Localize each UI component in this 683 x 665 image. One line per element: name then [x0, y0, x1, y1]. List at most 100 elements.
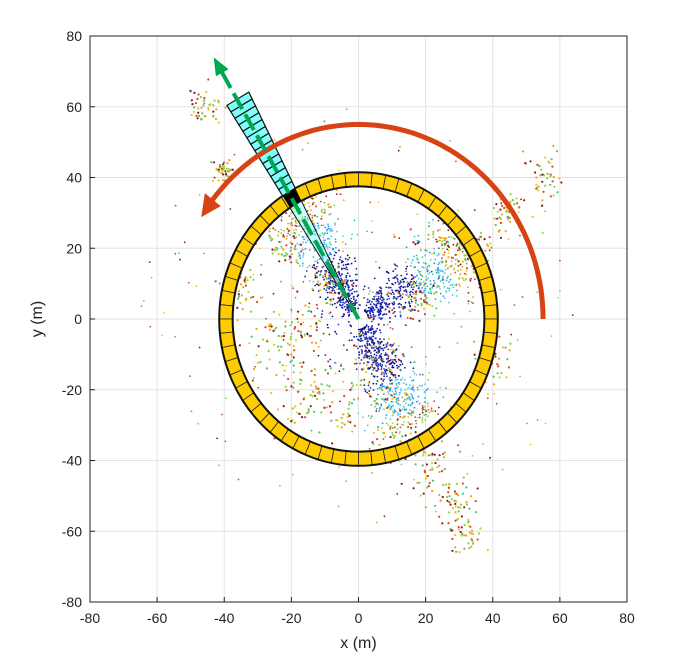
cloud-point	[459, 269, 462, 271]
cloud-point	[416, 274, 418, 277]
cloud-point	[413, 372, 416, 375]
cloud-point	[389, 368, 392, 371]
cloud-point	[341, 304, 343, 307]
cloud-point	[222, 161, 226, 164]
cloud-point	[441, 495, 444, 499]
cloud-point	[407, 258, 409, 260]
cloud-point	[293, 326, 297, 329]
cloud-point	[374, 337, 377, 340]
cloud-point	[435, 307, 438, 310]
cloud-point	[421, 464, 424, 467]
cloud-point	[433, 247, 435, 250]
cloud-point	[469, 280, 472, 282]
cloud-point	[424, 408, 427, 411]
cloud-point	[413, 296, 416, 299]
cloud-point	[192, 110, 195, 113]
cloud-point	[299, 323, 303, 326]
cloud-point	[444, 268, 447, 271]
cloud-point	[436, 254, 439, 257]
cloud-point	[405, 398, 408, 401]
cloud-point	[465, 486, 468, 489]
cloud-point	[346, 307, 348, 309]
cloud-point	[513, 304, 516, 306]
cloud-point	[320, 208, 323, 211]
cloud-point	[400, 369, 402, 372]
cloud-point	[367, 367, 370, 369]
cloud-point	[391, 390, 394, 393]
cloud-point	[345, 266, 348, 269]
cloud-point	[308, 280, 311, 282]
cloud-point	[193, 106, 196, 109]
cloud-point	[400, 379, 403, 381]
cloud-point	[256, 300, 259, 303]
cloud-point	[430, 407, 433, 410]
cloud-point	[311, 287, 314, 290]
cloud-point	[212, 104, 215, 107]
cloud-point	[380, 352, 383, 355]
cloud-point	[467, 520, 470, 524]
cloud-point	[380, 296, 383, 299]
cloud-point	[470, 529, 474, 532]
cloud-point	[410, 393, 412, 395]
cloud-point	[387, 367, 390, 370]
cloud-point	[385, 346, 388, 348]
cloud-point	[237, 478, 240, 481]
cloud-point	[369, 387, 372, 389]
cloud-point	[203, 102, 206, 105]
cloud-point	[421, 256, 424, 259]
cloud-point	[349, 294, 351, 296]
cloud-point	[377, 366, 379, 368]
cloud-point	[409, 361, 412, 364]
cloud-point	[415, 419, 417, 422]
cloud-point	[382, 344, 385, 347]
cloud-point	[391, 414, 394, 417]
cloud-point	[546, 172, 549, 175]
cloud-point	[327, 281, 330, 284]
cloud-point	[418, 287, 420, 290]
cloud-point	[400, 387, 402, 390]
cloud-point	[421, 384, 423, 387]
cloud-point	[370, 404, 373, 406]
cloud-point	[333, 289, 336, 292]
cloud-point	[346, 279, 349, 282]
cloud-point	[386, 282, 388, 285]
cloud-point	[256, 361, 260, 364]
cloud-point	[238, 344, 241, 347]
cloud-point	[430, 462, 434, 465]
cloud-point	[282, 334, 285, 338]
cloud-point	[163, 312, 166, 314]
cloud-point	[220, 171, 223, 174]
cloud-point	[447, 244, 450, 247]
cloud-point	[274, 328, 277, 331]
cloud-point	[423, 289, 426, 292]
cloud-point	[286, 235, 288, 238]
cloud-point	[373, 349, 376, 352]
cloud-point	[423, 301, 426, 304]
cloud-point	[367, 292, 370, 295]
cloud-point	[309, 405, 312, 408]
cloud-point	[391, 365, 394, 367]
cloud-point	[267, 324, 270, 327]
cloud-point	[319, 235, 322, 237]
cloud-point	[422, 266, 425, 269]
cloud-point	[342, 250, 344, 253]
cloud-point	[441, 522, 444, 525]
cloud-point	[421, 421, 424, 424]
cloud-point	[455, 284, 458, 287]
y-tick-label: -20	[62, 382, 82, 398]
cloud-point	[423, 414, 426, 417]
cloud-point	[400, 303, 403, 306]
cloud-point	[252, 377, 255, 379]
cloud-point	[370, 415, 373, 418]
cloud-point	[392, 312, 395, 315]
cloud-point	[406, 285, 409, 288]
cloud-point	[371, 363, 374, 366]
cloud-point	[380, 427, 383, 430]
cloud-point	[384, 417, 387, 420]
cloud-point	[323, 201, 326, 204]
cloud-point	[298, 234, 301, 237]
cloud-point	[357, 397, 360, 400]
cloud-point	[290, 385, 293, 388]
cloud-point	[290, 420, 293, 423]
cloud-point	[409, 423, 411, 426]
